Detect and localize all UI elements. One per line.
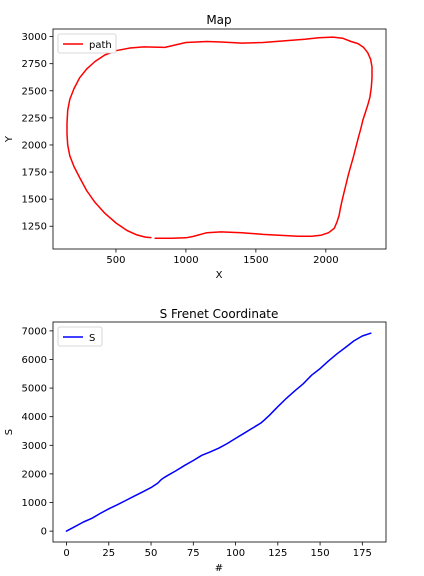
s-frenet-chart-title: S Frenet Coordinate bbox=[160, 307, 279, 321]
map-chart-title: Map bbox=[206, 13, 231, 27]
s-frenet-x-tick-label: 100 bbox=[226, 548, 245, 559]
map-y-tick-label: 3000 bbox=[22, 32, 47, 43]
s-frenet-x-axis-label: # bbox=[215, 563, 223, 574]
s-frenet-x-tick-label: 75 bbox=[187, 548, 200, 559]
map-plot-layer bbox=[66, 36, 373, 239]
map-series-line-0 bbox=[66, 36, 373, 239]
s-frenet-y-tick-label: 6000 bbox=[22, 355, 47, 366]
s-frenet-y-tick-label: 1000 bbox=[22, 498, 47, 509]
s-frenet-legend: S bbox=[57, 326, 103, 347]
map-x-axis-label: X bbox=[216, 270, 223, 281]
s-frenet-x-tick-label: 50 bbox=[145, 548, 158, 559]
map-plot-frame bbox=[52, 28, 387, 250]
map-y-tick-label: 2750 bbox=[22, 59, 47, 70]
s-frenet-x-tick-label: 125 bbox=[268, 548, 287, 559]
s-frenet-x-tick-label: 175 bbox=[353, 548, 372, 559]
s-frenet-x-tick-label: 25 bbox=[102, 548, 115, 559]
s-frenet-x-ticks: 0 25 50 75 100 125 150 175 bbox=[63, 542, 372, 559]
s-frenet-y-axis-label: S bbox=[4, 429, 15, 435]
s-frenet-y-tick-label: 4000 bbox=[22, 412, 47, 423]
s-frenet-x-tick-label: 0 bbox=[63, 548, 69, 559]
s-frenet-y-tick-label: 0 bbox=[41, 527, 47, 538]
map-legend-box bbox=[57, 33, 117, 54]
map-x-tick-label: 1500 bbox=[243, 255, 268, 266]
map-legend: path bbox=[57, 33, 117, 54]
s-frenet-y-tick-label: 2000 bbox=[22, 469, 47, 480]
s-frenet-y-tick-label: 7000 bbox=[22, 326, 47, 337]
map-legend-label-path: path bbox=[89, 40, 112, 51]
map-y-tick-label: 1500 bbox=[22, 195, 47, 206]
s-frenet-plot-layer bbox=[65, 332, 372, 532]
map-y-tick-label: 2250 bbox=[22, 113, 47, 124]
s-frenet-y-tick-label: 5000 bbox=[22, 384, 47, 395]
map-chart: Map 500 1000 1500 2000 1250 1500 1750 2000 2250… bbox=[4, 13, 387, 281]
s-frenet-chart: S Frenet Coordinate 0 25 50 75 100 125 150 175 … bbox=[4, 307, 387, 574]
map-y-tick-label: 2000 bbox=[22, 140, 47, 151]
map-x-ticks: 500 1000 1500 2000 bbox=[106, 249, 339, 266]
map-y-tick-label: 2500 bbox=[22, 86, 47, 97]
map-x-tick-label: 500 bbox=[106, 255, 125, 266]
s-frenet-legend-label-s: S bbox=[89, 333, 95, 344]
map-y-ticks: 1250 1500 1750 2000 2250 2500 2750 3000 bbox=[22, 32, 53, 233]
s-frenet-x-tick-label: 150 bbox=[311, 548, 330, 559]
s-frenet-series-line-0 bbox=[65, 332, 372, 532]
s-frenet-plot-frame bbox=[52, 321, 387, 543]
s-frenet-y-tick-label: 3000 bbox=[22, 441, 47, 452]
map-x-tick-label: 1000 bbox=[173, 255, 198, 266]
map-y-tick-label: 1250 bbox=[22, 222, 47, 233]
map-x-tick-label: 2000 bbox=[313, 255, 338, 266]
s-frenet-y-ticks: 0 1000 2000 3000 4000 5000 6000 7000 bbox=[22, 326, 53, 538]
map-y-axis-label: Y bbox=[4, 135, 15, 143]
map-y-tick-label: 1750 bbox=[22, 168, 47, 179]
